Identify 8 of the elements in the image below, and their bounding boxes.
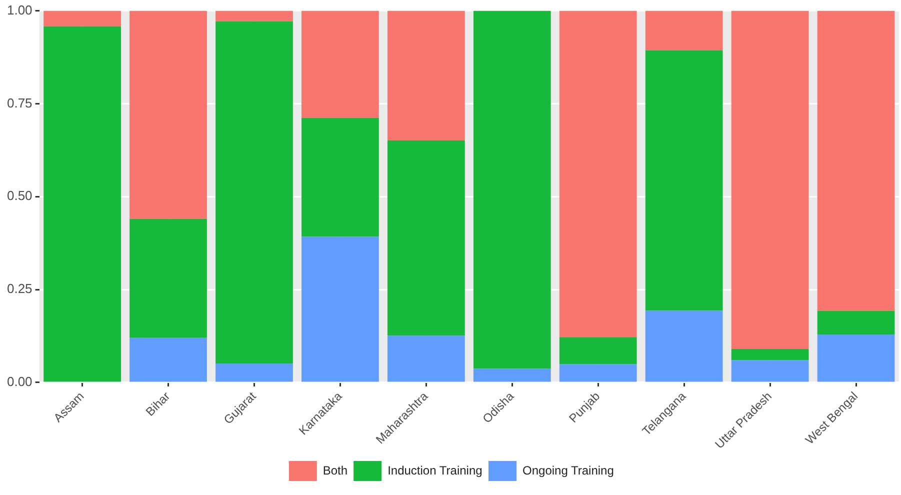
y-tick-label: 0.50 bbox=[6, 188, 32, 204]
y-tick-label: 1.00 bbox=[6, 2, 32, 18]
y-tick-label: 0.00 bbox=[6, 374, 32, 390]
legend-label: Both bbox=[322, 463, 348, 478]
legend-label: Ongoing Training bbox=[522, 463, 614, 478]
y-tick-label: 0.75 bbox=[6, 95, 32, 110]
legend-label: Induction Training bbox=[388, 463, 482, 478]
y-tick-label: 0.25 bbox=[6, 281, 32, 296]
